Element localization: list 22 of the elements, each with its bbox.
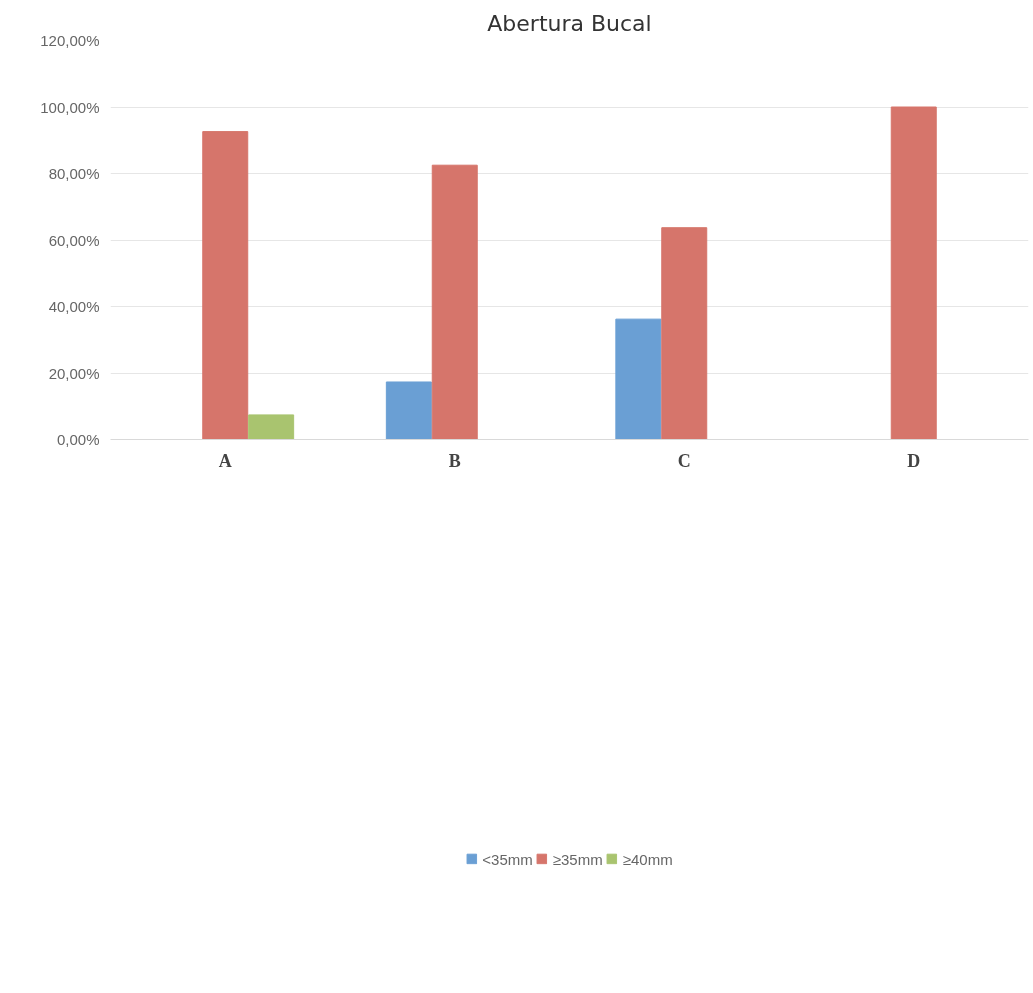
legend-label: ≥35mm [552,850,603,868]
legend-label: ≥40mm [622,850,673,868]
x-tick-label: B [448,450,461,471]
bar [248,414,295,440]
y-tick-label: 40,00% [48,298,100,315]
y-tick-label: 100,00% [40,98,100,116]
bar [615,318,662,440]
bar [890,106,937,440]
y-tick-label: 120,00% [40,32,100,49]
chart-title: Abertura Bucal [487,10,652,36]
bar [202,131,249,440]
y-tick-label: 60,00% [48,231,100,249]
y-tick-label: 0,00% [56,431,100,448]
x-tick-label: C [677,450,691,471]
x-tick-label: D [907,450,921,471]
bar [661,227,708,440]
bar [431,164,478,440]
legend-label: <35mm [482,850,533,868]
y-tick-label: 20,00% [48,364,100,382]
y-tick-label: 80,00% [48,165,100,182]
x-tick-label: A [218,450,232,471]
bar [385,381,432,440]
